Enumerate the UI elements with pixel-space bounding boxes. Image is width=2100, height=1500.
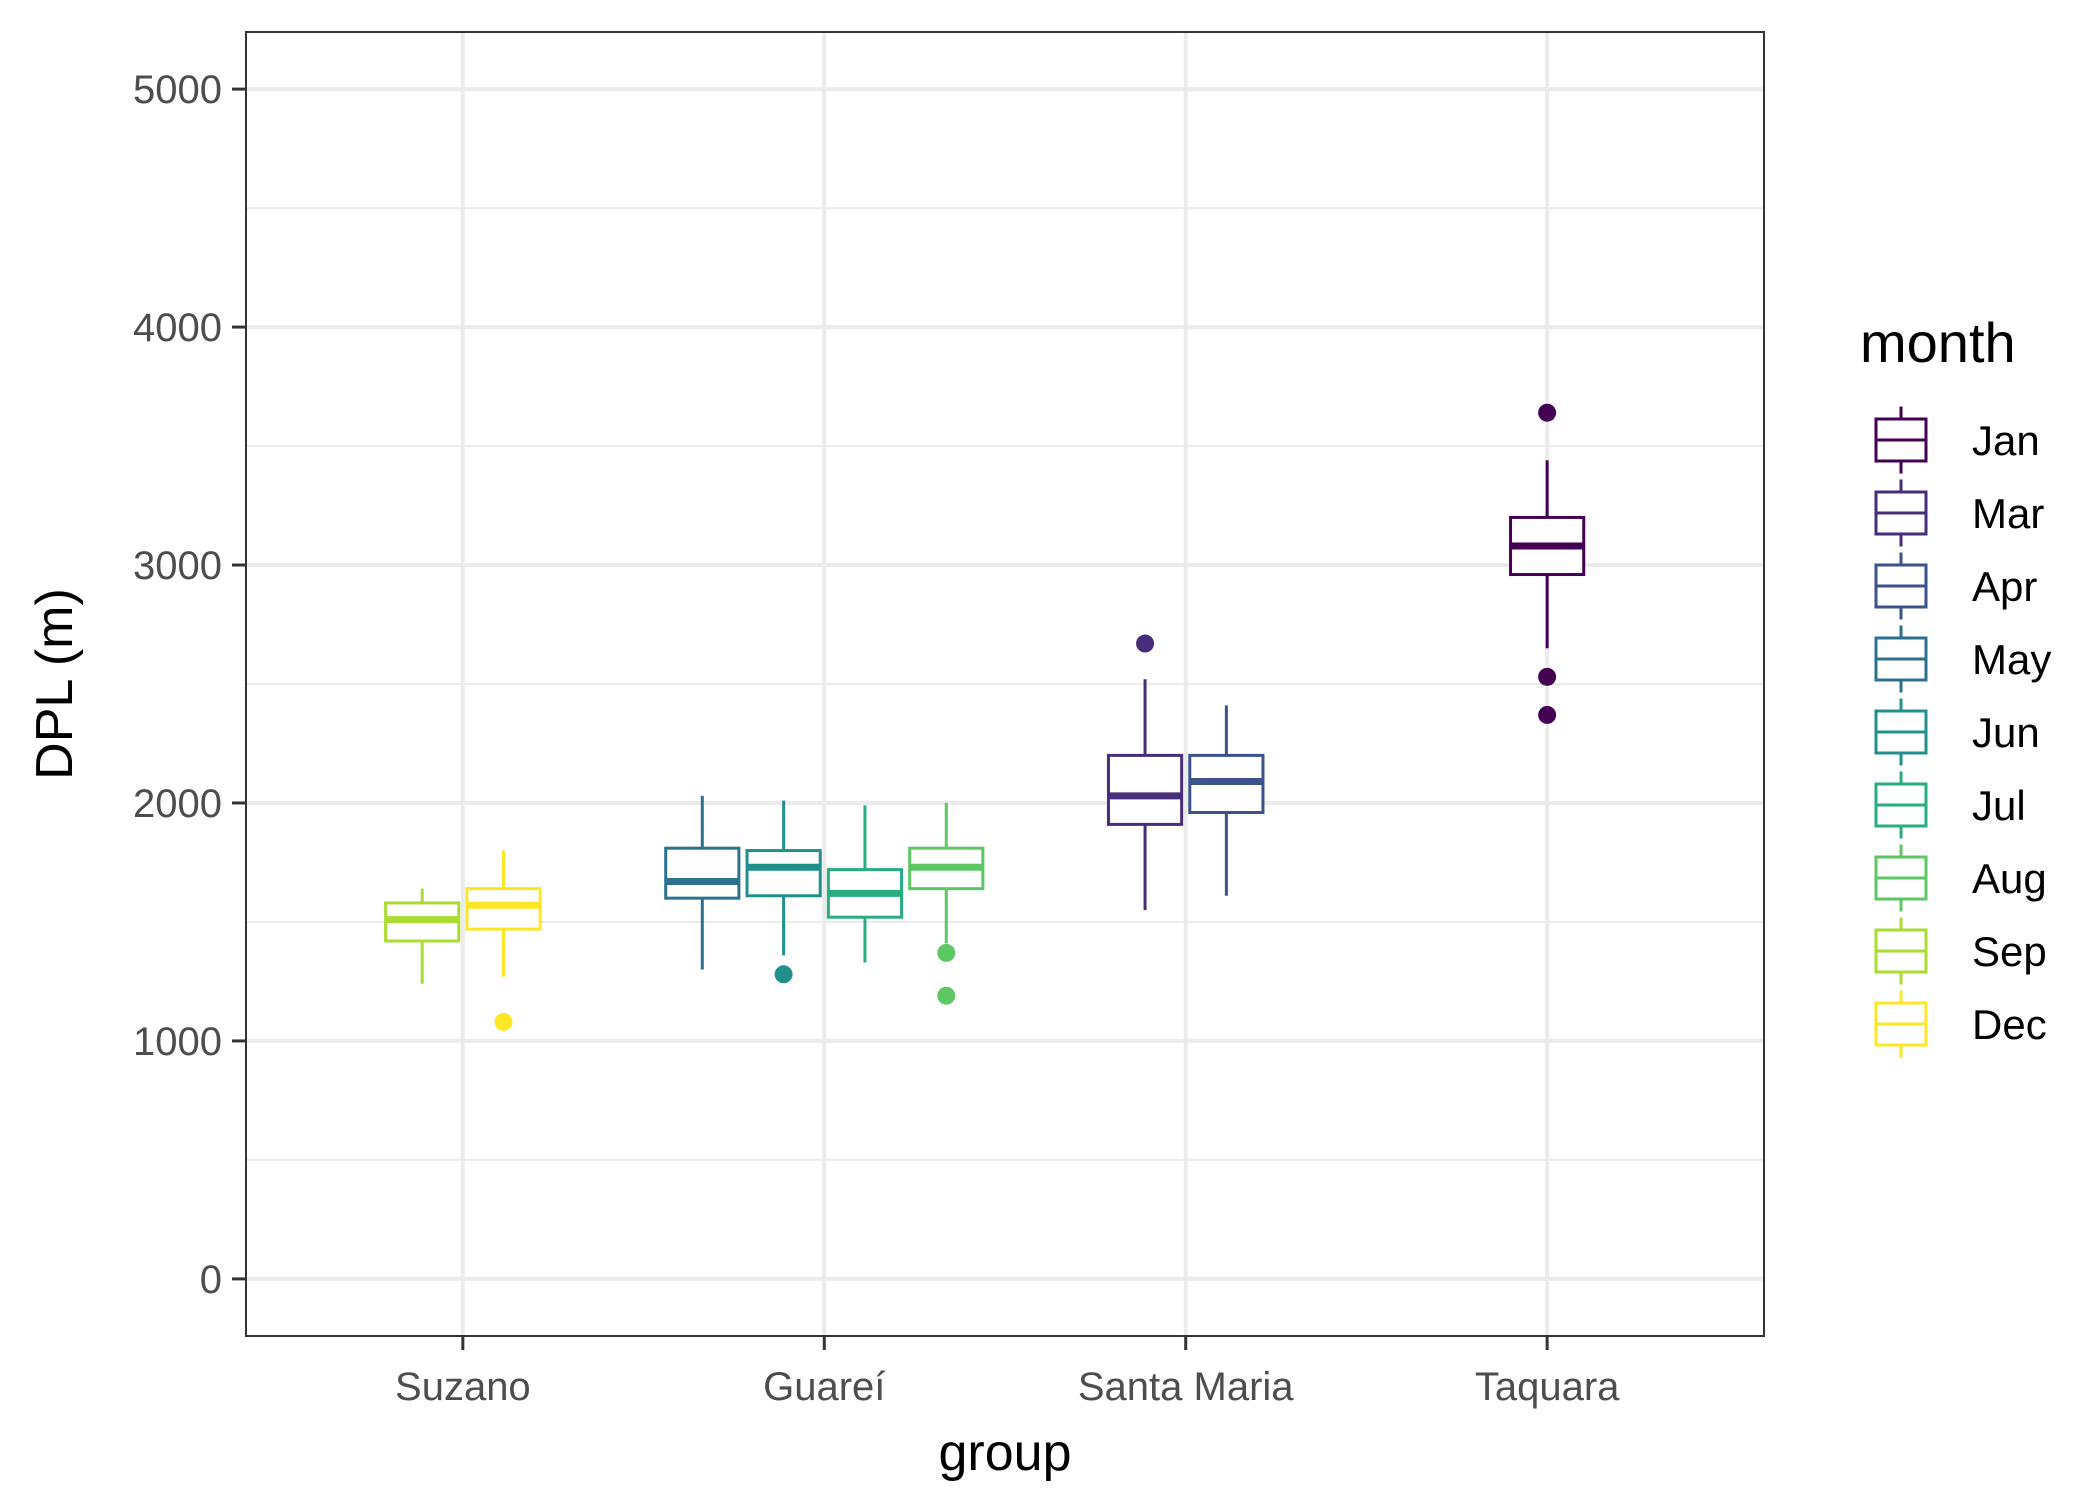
box-iqr — [465, 887, 542, 931]
legend-key — [1874, 990, 1928, 1058]
legend-label: Apr — [1972, 563, 2037, 610]
legend-item-jul: Jul — [1874, 771, 2026, 839]
legend-item-aug: Aug — [1874, 844, 2047, 912]
legend-label: May — [1972, 636, 2051, 683]
outlier-point — [937, 986, 956, 1005]
x-tick-label: Guareí — [763, 1365, 885, 1409]
box-santa-maria-apr — [1188, 705, 1265, 896]
legend-label: Dec — [1972, 1001, 2047, 1048]
legend-key — [1874, 406, 1928, 474]
legend-label: Jul — [1972, 782, 2026, 829]
legend-item-dec: Dec — [1874, 990, 2047, 1058]
outlier-point — [1538, 705, 1557, 724]
legend-item-jun: Jun — [1874, 698, 2040, 766]
box-guareí-may — [664, 795, 741, 970]
legend-item-mar: Mar — [1874, 479, 2044, 547]
box-santa-maria-mar — [1106, 634, 1184, 911]
box-guareí-jul — [826, 805, 904, 963]
outlier-point — [1538, 403, 1557, 422]
legend-key — [1874, 625, 1928, 693]
y-tick-label: 0 — [200, 1258, 222, 1302]
legend-entries: Jan Mar Apr May Jun Jul Aug Sep Dec — [1874, 406, 2051, 1058]
y-tick-label: 1000 — [133, 1020, 222, 1064]
legend-item-apr: Apr — [1874, 552, 2037, 620]
legend-key — [1874, 552, 1928, 620]
y-tick-label: 5000 — [133, 68, 222, 112]
x-axis-title: group — [939, 1424, 1072, 1482]
legend-item-may: May — [1874, 625, 2051, 693]
y-tick-label: 3000 — [133, 544, 222, 588]
box-guareí-aug — [908, 802, 985, 1005]
x-tick-label: Santa Maria — [1078, 1365, 1294, 1409]
legend-key — [1874, 844, 1928, 912]
legend-item-sep: Sep — [1874, 917, 2047, 985]
outlier-point — [1538, 667, 1557, 686]
box-series — [384, 403, 1586, 1031]
legend-key — [1874, 771, 1928, 839]
x-tick-label: Suzano — [395, 1365, 531, 1409]
legend: month Jan Mar Apr May Jun Jul Aug Sep Dec — [1860, 311, 2051, 1058]
y-axis-title: DPL (m) — [26, 588, 84, 780]
legend-label: Sep — [1972, 928, 2047, 975]
legend-item-jan: Jan — [1874, 406, 2040, 474]
legend-label: Jun — [1972, 709, 2040, 756]
legend-title: month — [1860, 311, 2016, 374]
x-tick-label: Taquara — [1475, 1365, 1620, 1409]
legend-label: Mar — [1972, 490, 2044, 537]
box-guareí-jun — [745, 800, 822, 984]
box-taquara-jan — [1509, 403, 1586, 724]
legend-key — [1874, 479, 1928, 547]
y-axis: 0 1000 2000 3000 4000 5000 — [133, 68, 246, 1302]
outlier-point — [774, 965, 793, 984]
legend-label: Aug — [1972, 855, 2047, 902]
box-suzano-dec — [465, 850, 542, 1031]
y-tick-label: 4000 — [133, 306, 222, 350]
box-iqr — [1106, 753, 1184, 826]
box-iqr — [664, 846, 741, 900]
y-tick-label: 2000 — [133, 782, 222, 826]
box-suzano-sep — [384, 888, 461, 984]
x-axis: Suzano Guareí Santa Maria Taquara — [395, 1336, 1620, 1409]
outlier-point — [937, 943, 956, 962]
legend-key — [1874, 698, 1928, 766]
outlier-point — [494, 1012, 513, 1031]
legend-label: Jan — [1972, 417, 2040, 464]
legend-key — [1874, 917, 1928, 985]
box-iqr — [745, 849, 822, 898]
outlier-point — [1136, 634, 1155, 653]
plot-panel-border — [245, 31, 1765, 1337]
